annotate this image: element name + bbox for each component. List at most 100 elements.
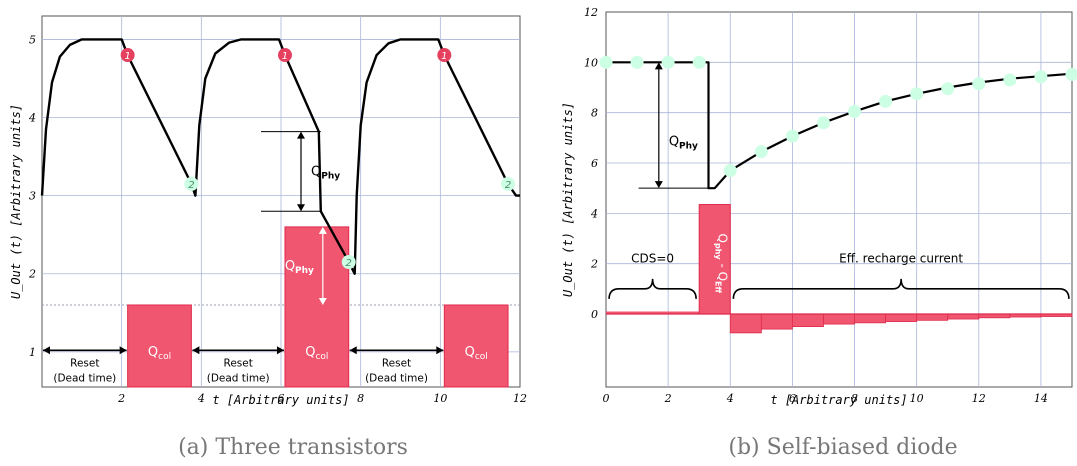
qcol-bar-label: Qcol bbox=[148, 345, 171, 362]
sample-dot bbox=[972, 77, 986, 91]
baseline-bar bbox=[606, 311, 700, 315]
sample-dot bbox=[692, 55, 706, 69]
qcol-bar-label: Qcol bbox=[465, 345, 488, 362]
plot-frame-b bbox=[605, 11, 1073, 388]
sample-dot bbox=[1034, 70, 1048, 84]
marker-1-label: 1 bbox=[124, 51, 130, 62]
reset-sublabel: (Dead time) bbox=[365, 372, 428, 384]
qphy-arrowhead-down bbox=[297, 204, 305, 212]
y-tick-label-b: 6 bbox=[591, 157, 598, 170]
recharge-bar bbox=[916, 313, 949, 321]
reset-label: Reset bbox=[382, 357, 411, 369]
y-tick-label-a: 3 bbox=[29, 190, 36, 203]
recharge-label: Eff. recharge current bbox=[839, 251, 963, 265]
x-tick-label-b: 14 bbox=[1034, 392, 1048, 405]
recharge-bar bbox=[854, 313, 886, 324]
x-tick-label-a: 4 bbox=[197, 392, 205, 405]
sample-dot bbox=[661, 55, 675, 69]
y-axis-label-b: U_Out (t) [Arbitrary units] bbox=[561, 102, 575, 297]
x-tick-label-b: 4 bbox=[726, 392, 734, 405]
recharge-bar bbox=[885, 313, 918, 322]
x-axis-label-b: t [Arbitrary units] bbox=[770, 393, 907, 407]
qphy-white-arrowhead-up bbox=[318, 226, 327, 234]
reset-arrowhead-left bbox=[43, 346, 50, 355]
y-tick-label-b: 2 bbox=[590, 258, 598, 271]
qphy-b-arrowhead-down bbox=[654, 181, 663, 189]
y-tick-label-b: 4 bbox=[590, 207, 598, 220]
marker-2 bbox=[184, 176, 199, 191]
sample-dot bbox=[848, 104, 862, 118]
qphy-arrowhead-up bbox=[297, 131, 305, 139]
sample-dot bbox=[785, 129, 799, 143]
chart-a: Qcol Qcol Qcol Reset (Dead time) Reset (Dead t… bbox=[9, 15, 527, 460]
marker-1 bbox=[437, 48, 452, 63]
x-tick-label-a: 2 bbox=[117, 392, 125, 405]
marker-2-label: 2 bbox=[188, 180, 194, 191]
x-tick-label-b: 0 bbox=[603, 392, 610, 405]
marker-1 bbox=[120, 48, 135, 63]
qphy-label-a-white: QPhy bbox=[285, 259, 314, 276]
y-tick-label-a: 5 bbox=[29, 33, 36, 46]
cds-label: CDS=0 bbox=[631, 251, 674, 265]
reset-sublabel: (Dead time) bbox=[53, 372, 116, 384]
sample-dot bbox=[879, 94, 893, 108]
sample-dot bbox=[941, 82, 955, 96]
x-axis-label-a: t [Arbitrary units] bbox=[212, 393, 349, 407]
reset-arrowhead-right bbox=[276, 346, 284, 355]
signal-curve-b bbox=[606, 61, 1073, 190]
signal-curve-a bbox=[40, 38, 520, 275]
qphy-qeff-bar bbox=[698, 204, 731, 315]
marker-2 bbox=[341, 255, 356, 270]
y-tick-label-b: 10 bbox=[584, 56, 598, 69]
x-tick-label-b: 2 bbox=[664, 392, 672, 405]
sample-dot bbox=[754, 145, 768, 159]
x-tick-label-a: 12 bbox=[513, 392, 527, 405]
qphy-b-arrowhead-up bbox=[654, 62, 663, 70]
qphy-label-a: QPhy bbox=[311, 164, 340, 181]
chart-b: Qphy - QEff CDS=0 Eff. recharge current QPh… bbox=[561, 6, 1077, 460]
y-tick-label-b: 12 bbox=[584, 6, 598, 19]
sample-dot bbox=[630, 55, 644, 69]
qcol-bar-label: Qcol bbox=[305, 345, 328, 362]
y-axis-label-a: U_Out (t) [Arbitrary units] bbox=[9, 104, 23, 299]
recharge-bar bbox=[729, 313, 762, 334]
marker-2-label: 2 bbox=[505, 180, 511, 191]
reset-sublabel: (Dead time) bbox=[207, 372, 270, 384]
x-tick-label-b: 12 bbox=[972, 392, 986, 405]
sample-dot bbox=[599, 55, 613, 69]
recharge-brace bbox=[732, 278, 1070, 299]
marker-2 bbox=[501, 176, 516, 191]
reset-arrowhead-right bbox=[436, 346, 444, 355]
marker-1 bbox=[277, 48, 292, 63]
qcol-bar bbox=[127, 304, 192, 388]
qcol-bar bbox=[443, 304, 509, 388]
qphy-label-b: QPhy bbox=[669, 134, 698, 151]
marker-1-label: 1 bbox=[441, 51, 447, 62]
reset-label: Reset bbox=[224, 357, 253, 369]
y-tick-label-b: 0 bbox=[591, 308, 598, 321]
sample-dot bbox=[910, 87, 924, 101]
y-tick-label-b: 8 bbox=[591, 107, 598, 120]
marker-2-label: 2 bbox=[346, 258, 352, 269]
y-tick-label-a: 2 bbox=[28, 268, 36, 281]
sample-dot bbox=[1003, 73, 1017, 87]
x-tick-label-b: 6 bbox=[789, 392, 796, 405]
reset-arrowhead-right bbox=[119, 346, 127, 355]
caption-b: (b) Self-biased diode bbox=[728, 435, 957, 460]
qphy-white-arrowhead-down bbox=[318, 297, 327, 305]
y-tick-label-a: 1 bbox=[29, 346, 36, 359]
x-tick-label-b: 8 bbox=[851, 392, 858, 405]
sample-dot bbox=[723, 164, 737, 178]
x-tick-label-b: 10 bbox=[910, 392, 924, 405]
reset-label: Reset bbox=[70, 357, 99, 369]
recharge-bar bbox=[823, 313, 855, 325]
recharge-bar bbox=[947, 313, 980, 320]
cds-brace bbox=[608, 278, 697, 299]
x-tick-label-a: 10 bbox=[433, 392, 447, 405]
recharge-bar bbox=[792, 313, 824, 327]
y-tick-label-a: 4 bbox=[28, 112, 36, 125]
x-tick-label-a: 8 bbox=[357, 392, 364, 405]
reset-arrowhead-left bbox=[192, 346, 200, 355]
caption-a: (a) Three transistors bbox=[178, 435, 408, 460]
